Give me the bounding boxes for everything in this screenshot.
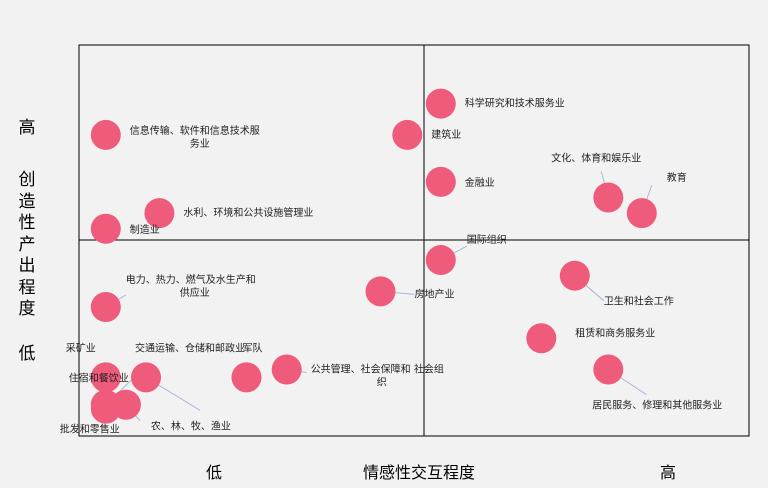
data-point [90, 362, 121, 393]
point-label: 批发和零售业 [60, 423, 120, 436]
data-point [90, 291, 121, 322]
point-label: 水利、环境和公共设施管理业 [183, 206, 313, 219]
point-label: 电力、热力、燃气及水生产和供应业 [126, 273, 256, 299]
data-point [425, 166, 456, 197]
data-point [131, 362, 161, 393]
data-point [425, 245, 456, 276]
data-points [90, 88, 657, 424]
point-label: 教育 [667, 171, 687, 184]
x-axis-high-label: 高 [660, 463, 677, 482]
point-label: 租赁和商务服务业 [575, 326, 655, 339]
point-label: 卫生和社会工作 [604, 295, 674, 308]
y-axis-high-label: 高 [18, 118, 36, 138]
point-label: 信息传输、软件和信息技术服务业 [130, 124, 260, 150]
point-label: 房地产业 [415, 287, 455, 300]
data-point [392, 119, 423, 150]
point-label: 文化、体育和娱乐业 [551, 151, 641, 164]
point-label: 军队 [243, 341, 263, 354]
point-label: 科学研究和技术服务业 [465, 97, 565, 110]
data-point [626, 198, 657, 229]
data-point [559, 260, 590, 291]
data-point [271, 354, 302, 385]
point-label: 采矿业 [66, 341, 96, 354]
x-axis-title: 情感性交互程度 [363, 463, 476, 482]
y-axis-low-label: 低 [18, 344, 36, 364]
point-label: 农、林、牧、渔业 [151, 420, 231, 433]
data-point [526, 323, 557, 354]
data-point [144, 198, 175, 229]
point-label: 国际组织 [467, 233, 507, 246]
data-point [90, 119, 121, 150]
point-label: 金融业 [465, 176, 495, 189]
point-label: 建筑业 [431, 128, 461, 141]
data-point [425, 88, 456, 119]
data-point [90, 213, 121, 244]
data-point [231, 362, 262, 393]
point-label: 公共管理、社会保障和 社会组织 [311, 363, 444, 389]
data-point [365, 276, 396, 307]
point-labels: 信息传输、软件和信息技术服务业水利、环境和公共设施管理业制造业电力、热力、燃气及… [60, 97, 722, 436]
y-axis-block: 高 创造性产出程度 低 [14, 118, 40, 364]
y-axis-title: 创造性产出程度 [18, 170, 36, 319]
x-axis-low-label: 低 [206, 463, 223, 482]
point-label: 交通运输、仓储和邮政业 [135, 341, 245, 354]
data-point [593, 182, 624, 213]
data-point [593, 354, 624, 385]
point-label: 住宿和餐饮业 [69, 372, 129, 385]
point-label: 居民服务、修理和其他服务业 [592, 399, 722, 412]
point-label: 制造业 [130, 223, 160, 236]
data-point [110, 389, 141, 420]
